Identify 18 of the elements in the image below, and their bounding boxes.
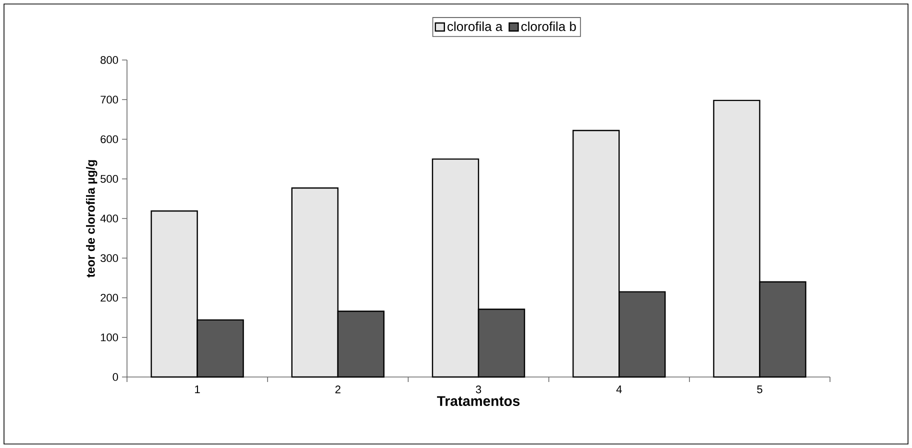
x-axis-title: Tratamentos	[437, 396, 520, 406]
y-tick-label: 800	[100, 56, 118, 64]
y-tick-label: 100	[100, 333, 118, 342]
x-tick-label: 4	[616, 386, 622, 394]
x-tick-label: 5	[757, 386, 762, 394]
y-tick-label: 0	[112, 373, 118, 381]
legend-label: clorofila a	[448, 22, 503, 32]
y-tick-label: 400	[100, 214, 118, 222]
y-tick-label: 600	[100, 135, 118, 144]
y-tick-label: 200	[100, 294, 118, 302]
x-tick-label: 2	[335, 386, 340, 394]
x-tick-label: 1	[195, 386, 200, 394]
legend-label: clorofila b	[521, 22, 576, 32]
y-tick-label: 700	[100, 96, 118, 104]
y-axis-title: teor de clorofila µg/g	[86, 160, 98, 278]
y-tick-label: 500	[100, 174, 118, 183]
x-tick-label: 3	[476, 386, 482, 394]
y-tick-label: 300	[100, 254, 118, 262]
